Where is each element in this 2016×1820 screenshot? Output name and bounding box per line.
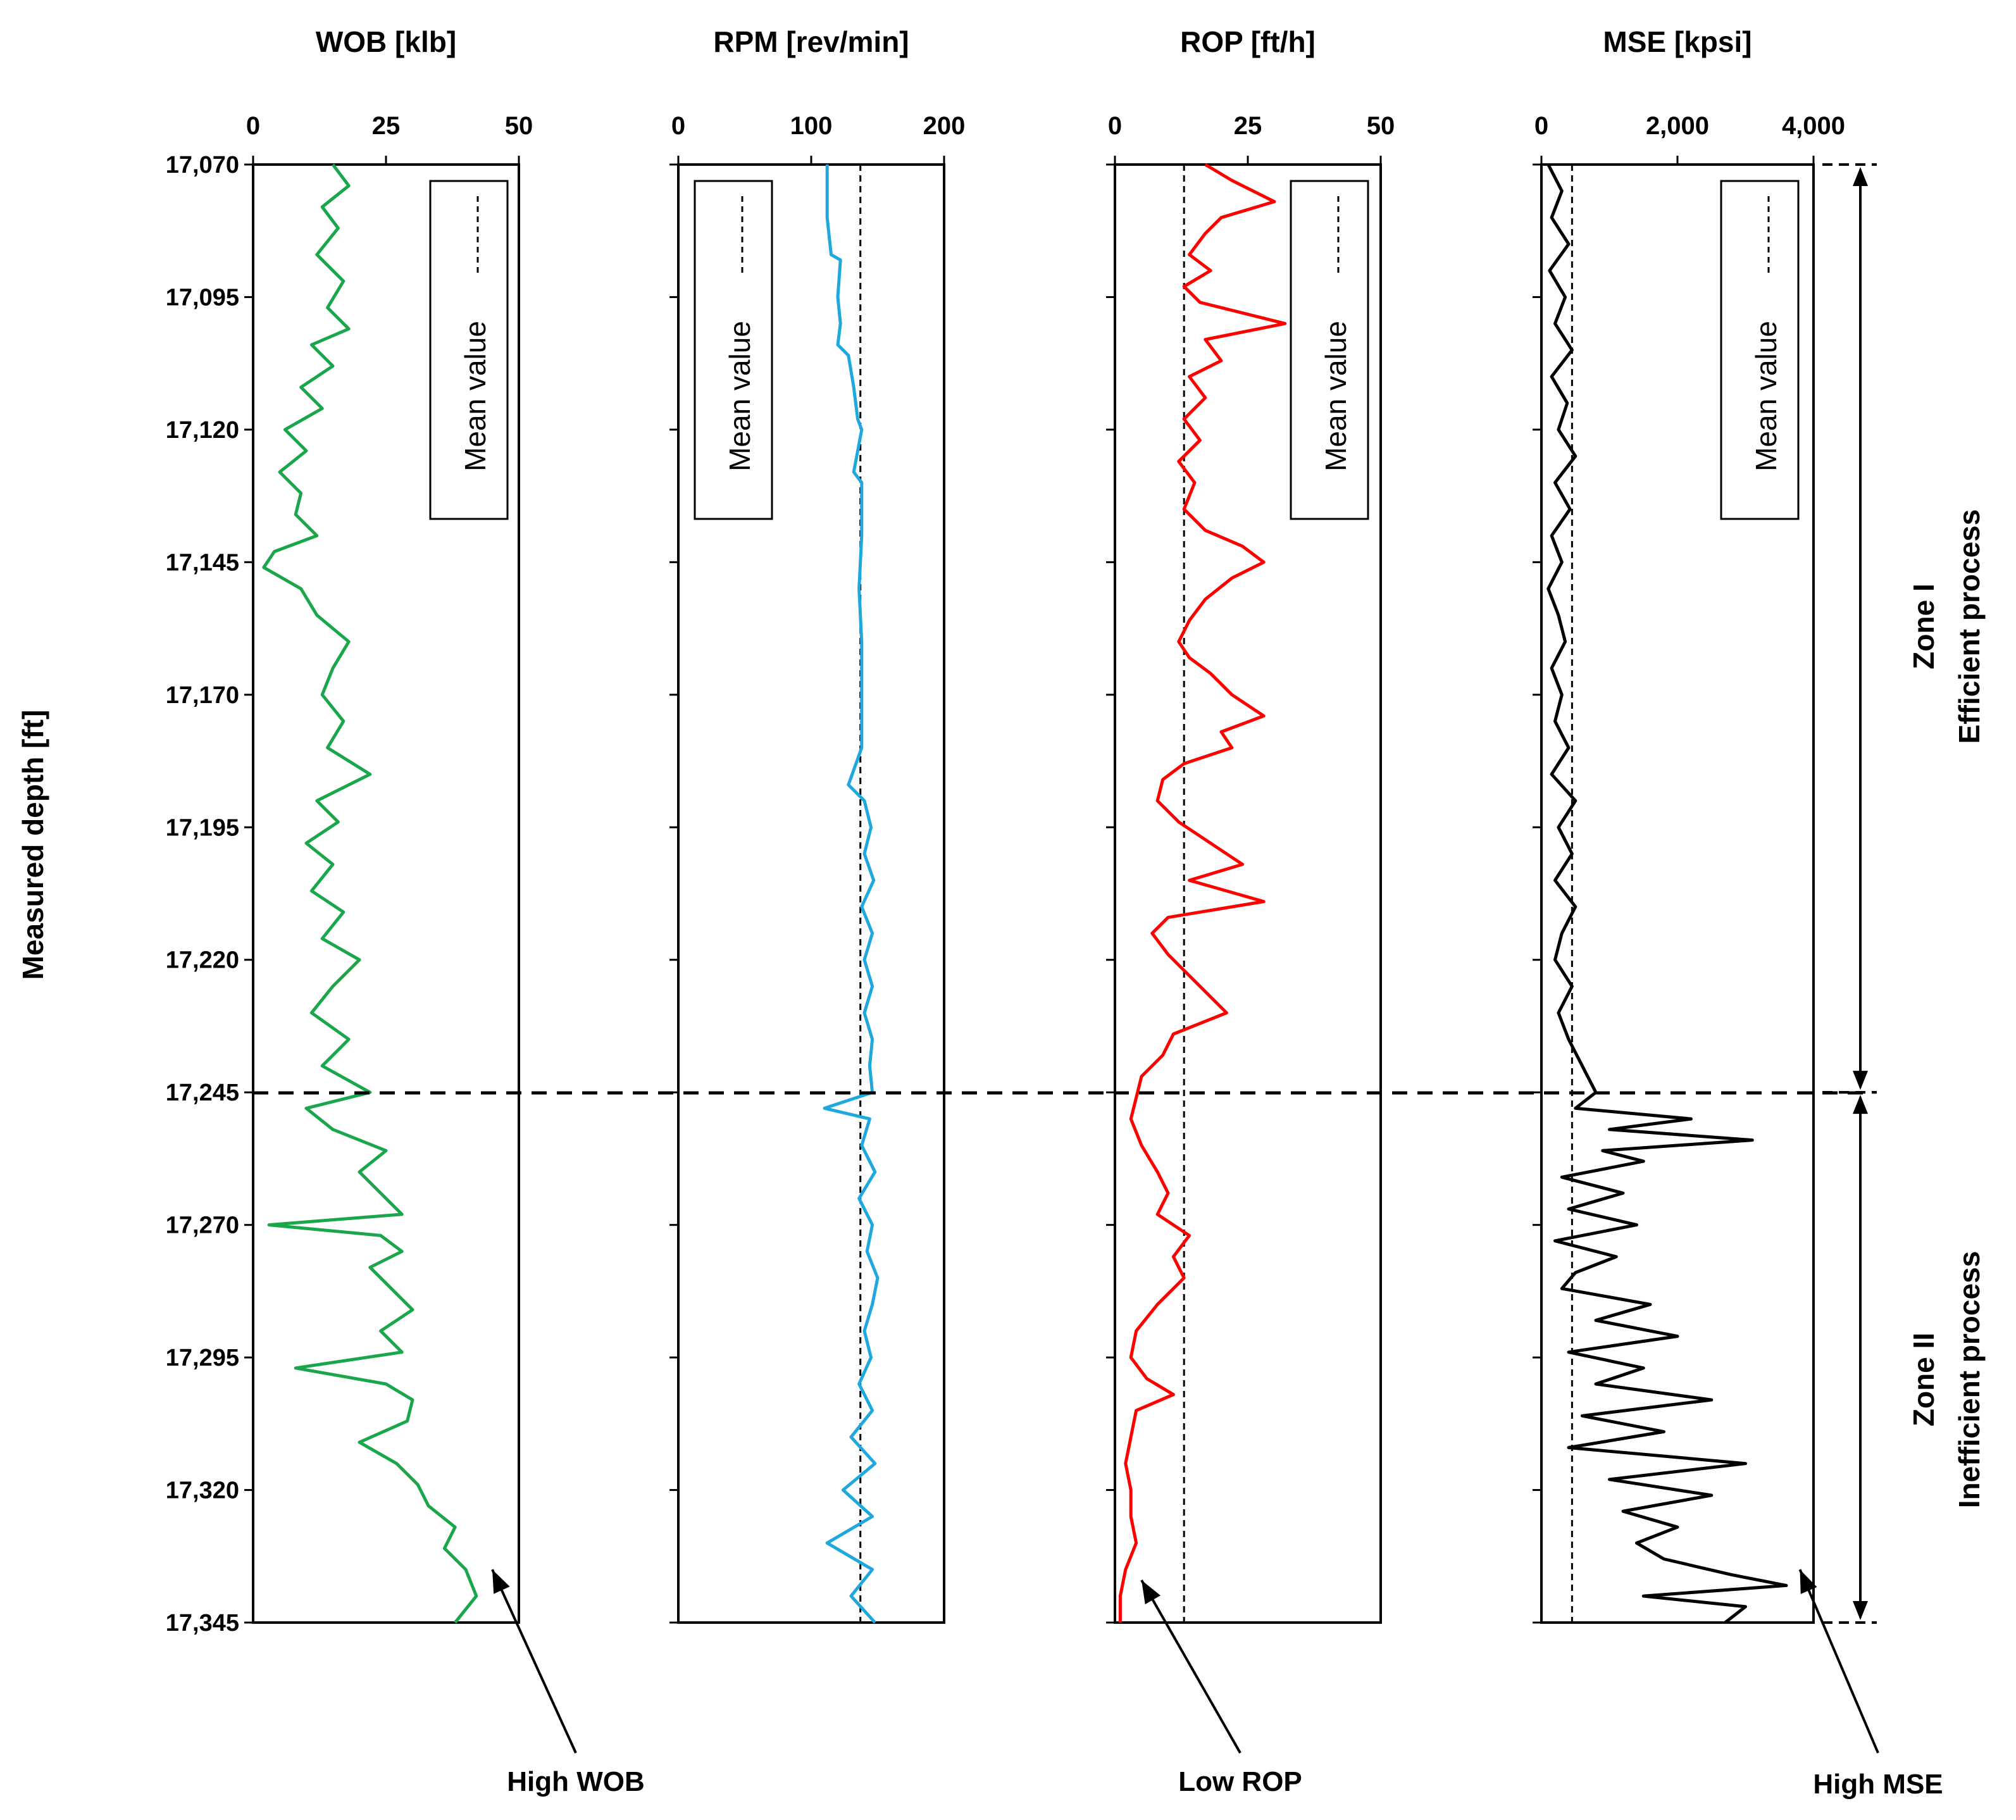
zone-2-name: Zone II <box>1907 1333 1940 1426</box>
legend-label: Mean value <box>1319 321 1352 471</box>
panel-rop: ROP [ft/h] 0 25 50 Mean value <box>1106 25 1395 1754</box>
annotation-arrow-line <box>1140 1579 1241 1754</box>
x-tick-label: 200 <box>923 112 966 140</box>
x-tick-label: 100 <box>790 112 833 140</box>
x-tick-label: 2,000 <box>1646 112 1709 140</box>
x-tick-label: 0 <box>1108 112 1122 140</box>
x-tick-label: 0 <box>246 112 260 140</box>
x-tick-label: 25 <box>372 112 401 140</box>
zone-2-bracket <box>1822 1091 1877 1624</box>
panel-wob: WOB [klb] 0 25 50 17,070 17,095 17,120 17,145 17… <box>166 25 577 1754</box>
annotation-low-rop: Low ROP <box>1178 1766 1302 1797</box>
x-tick-label: 25 <box>1234 112 1262 140</box>
y-tick-label: 17,120 <box>166 417 239 444</box>
x-tick-label: 0 <box>1534 112 1548 140</box>
series-line-wob <box>262 163 478 1624</box>
y-tick-label: 17,245 <box>166 1080 239 1106</box>
series-line-rop <box>1118 163 1287 1623</box>
legend-box <box>1290 180 1369 520</box>
legend-box <box>694 180 773 520</box>
panel-title: ROP [ft/h] <box>1180 25 1316 58</box>
annotation-arrow-line <box>491 1569 577 1754</box>
y-tick-label: 17,220 <box>166 947 239 974</box>
annotation-arrow-head <box>1142 1580 1161 1605</box>
series-line-rpm <box>823 165 880 1624</box>
zone-bracket-arrowhead <box>1853 1601 1868 1620</box>
zone-2-description: Inefficient process <box>1953 1251 1986 1508</box>
annotation-arrow-head <box>492 1569 510 1594</box>
y-tick-label: 17,320 <box>166 1478 239 1504</box>
annotation-high-mse: High MSE <box>1813 1769 1943 1800</box>
legend-box <box>429 180 509 520</box>
x-tick-label: 50 <box>505 112 533 140</box>
zone-1-name: Zone I <box>1907 583 1940 669</box>
y-tick-label: 17,145 <box>166 549 239 576</box>
zone-bracket-arrowhead <box>1853 1095 1868 1114</box>
x-tick-label: 50 <box>1367 112 1395 140</box>
panel-title: WOB [klb] <box>316 25 456 58</box>
annotation-arrow-line <box>1798 1569 1879 1754</box>
legend-box <box>1720 180 1800 520</box>
zone-bracket-arrowhead <box>1853 1071 1868 1090</box>
y-tick-label: 17,295 <box>166 1345 239 1371</box>
y-axis-label: Measured depth [ft] <box>16 710 49 980</box>
y-tick-label: 17,270 <box>166 1212 239 1239</box>
panel-title: RPM [rev/min] <box>713 25 909 58</box>
panel-title: MSE [kpsi] <box>1603 25 1752 58</box>
panel-mse: MSE [kpsi] 0 2,000 4,000 Mean value <box>1533 25 1879 1754</box>
x-tick-label: 0 <box>671 112 685 140</box>
y-tick-label: 17,170 <box>166 682 239 709</box>
legend-label: Mean value <box>723 321 756 471</box>
annotation-arrow-head <box>1800 1569 1817 1594</box>
y-tick-label: 17,345 <box>166 1610 239 1636</box>
y-tick-label: 17,195 <box>166 814 239 841</box>
y-tick-label: 17,095 <box>166 284 239 311</box>
y-tick-label: 17,070 <box>166 152 239 178</box>
series-line-mse <box>1546 163 1788 1624</box>
zone-bracket-arrowhead <box>1853 167 1868 186</box>
panel-rpm: RPM [rev/min] 0 100 200 Mean value <box>669 25 966 1624</box>
legend-label: Mean value <box>1750 321 1783 471</box>
annotation-high-wob: High WOB <box>507 1766 645 1797</box>
legend-label: Mean value <box>459 321 492 471</box>
zone-1-description: Efficient process <box>1953 509 1986 744</box>
x-tick-label: 4,000 <box>1782 112 1845 140</box>
zone-1-bracket <box>1822 163 1877 1094</box>
